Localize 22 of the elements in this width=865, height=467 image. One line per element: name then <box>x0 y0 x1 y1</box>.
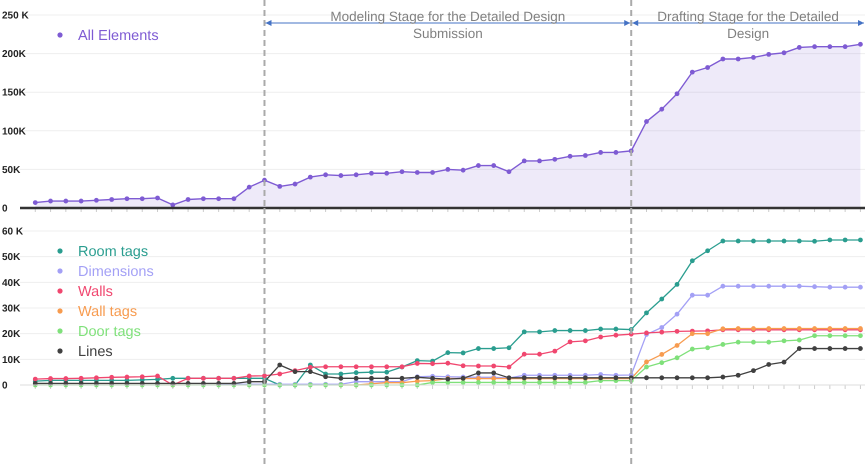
legend-label: Wall tags <box>78 304 138 320</box>
legend-label: Door tags <box>78 324 141 340</box>
legend-label: All Elements <box>78 28 159 44</box>
y-tick-label: 20K <box>2 329 22 340</box>
legend-label: Room tags <box>78 244 148 260</box>
y-tick-label: 100K <box>2 126 27 138</box>
y-tick-label: 50K <box>2 164 22 176</box>
y-tick-label: 60 K <box>2 226 24 238</box>
annotation: Drafting Stage for the Detailed Design <box>657 9 839 41</box>
annotation: Modeling Stage for the Detailed Design Submission <box>330 9 566 41</box>
y-tick-label: 40K <box>2 278 22 289</box>
y-tick-label: 10K <box>2 354 22 366</box>
legend-label: Lines <box>78 344 113 360</box>
y-tick-label: 50K <box>2 252 22 264</box>
y-tick-label: 200K <box>2 49 27 60</box>
y-tick-label: 30K <box>2 304 22 314</box>
y-tick-label: 0 <box>2 204 8 214</box>
y-tick-label: 250 K <box>2 10 30 22</box>
y-tick-label: 0 <box>2 380 8 392</box>
legend-label: Walls <box>78 284 113 300</box>
y-tick-label: 150K <box>2 88 27 99</box>
legend-label: Dimensions <box>78 264 154 280</box>
